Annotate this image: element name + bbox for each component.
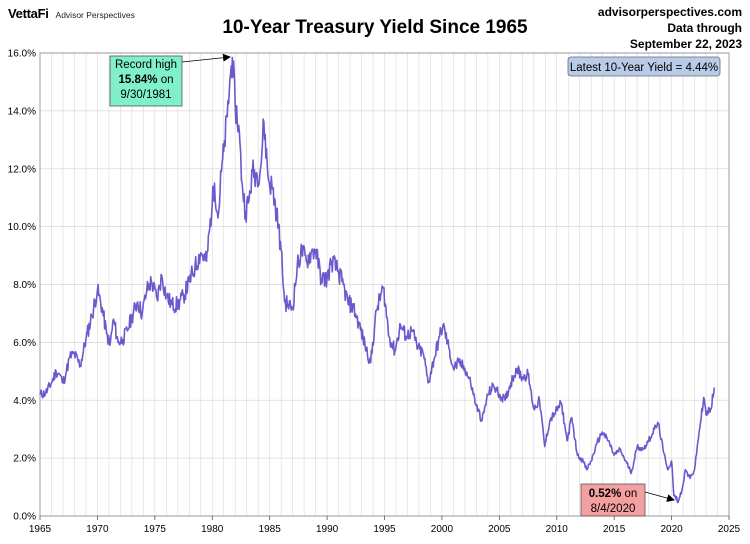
- record-high-on: on: [158, 74, 174, 86]
- x-tick-label: 1970: [86, 524, 109, 535]
- source-block: advisorperspectives.com Data through Sep…: [598, 4, 742, 52]
- grid: [40, 52, 729, 517]
- y-tick-label: 10.0%: [8, 222, 36, 233]
- low-on: on: [621, 488, 637, 500]
- y-tick-label: 12.0%: [8, 164, 36, 175]
- low-value-line: 0.52% on: [589, 488, 638, 500]
- latest-yield-label: Latest 10-Year Yield = 4.44%: [570, 62, 718, 74]
- source-data-through: Data through: [667, 21, 742, 35]
- header: VettaFi Advisor Perspectives 10-Year Tre…: [0, 0, 750, 51]
- x-axis-ticks: 1965 1970 1975 1980 1985 1990 1995 2000 2005 2010…: [29, 516, 741, 535]
- chart-title: 10-Year Treasury Yield Since 1965: [222, 17, 528, 38]
- low-box: [580, 483, 646, 517]
- low-arrow: [644, 491, 675, 502]
- x-tick-label: 1965: [29, 524, 52, 535]
- record-high-value-line: 15.84% on: [118, 74, 173, 86]
- x-tick-label: 2020: [660, 524, 683, 535]
- x-tick-label: 1990: [316, 524, 339, 535]
- source-site: advisorperspectives.com: [597, 5, 742, 19]
- x-tick-label: 1985: [259, 524, 282, 535]
- x-tick-label: 2000: [431, 524, 454, 535]
- x-tick-label: 1980: [201, 524, 224, 535]
- x-tick-label: 2010: [546, 524, 569, 535]
- low-annotation: 0.52% on 8/4/2020: [580, 483, 675, 517]
- y-axis-ticks: 0.0% 2.0% 4.0% 6.0% 8.0% 10.0% 12.0% 14.0% 16.0%: [8, 49, 36, 523]
- vettafi-logo: VettaFi: [8, 6, 49, 21]
- brand-subtitle: Advisor Perspectives: [55, 10, 135, 20]
- low-date: 8/4/2020: [591, 503, 636, 515]
- y-tick-label: 8.0%: [13, 280, 36, 291]
- record-high-annotation: Record high 15.84% on 9/30/1981: [109, 53, 231, 107]
- source-date: September 22, 2023: [629, 37, 742, 51]
- y-tick-label: 0.0%: [13, 512, 36, 523]
- y-tick-label: 6.0%: [13, 338, 36, 349]
- low-value: 0.52%: [589, 488, 622, 500]
- x-tick-label: 2005: [488, 524, 511, 535]
- x-tick-label: 1975: [144, 524, 167, 535]
- y-tick-label: 14.0%: [8, 106, 36, 117]
- record-high-arrow: [181, 53, 231, 63]
- y-tick-label: 16.0%: [8, 49, 36, 60]
- series-line-10yr-yield: [39, 56, 716, 504]
- record-high-value: 15.84%: [118, 74, 157, 86]
- record-high-date: 9/30/1981: [120, 89, 171, 101]
- y-tick-label: 4.0%: [13, 396, 36, 407]
- record-high-box: [109, 55, 183, 107]
- record-high-label: Record high: [115, 59, 177, 71]
- y-tick-label: 2.0%: [13, 454, 36, 465]
- latest-yield-box: [567, 56, 721, 77]
- latest-yield-annotation: Latest 10-Year Yield = 4.44%: [567, 56, 721, 77]
- brand: VettaFi Advisor Perspectives: [8, 6, 135, 21]
- x-tick-label: 2025: [718, 524, 741, 535]
- x-tick-label: 2015: [603, 524, 626, 535]
- x-tick-label: 1995: [373, 524, 396, 535]
